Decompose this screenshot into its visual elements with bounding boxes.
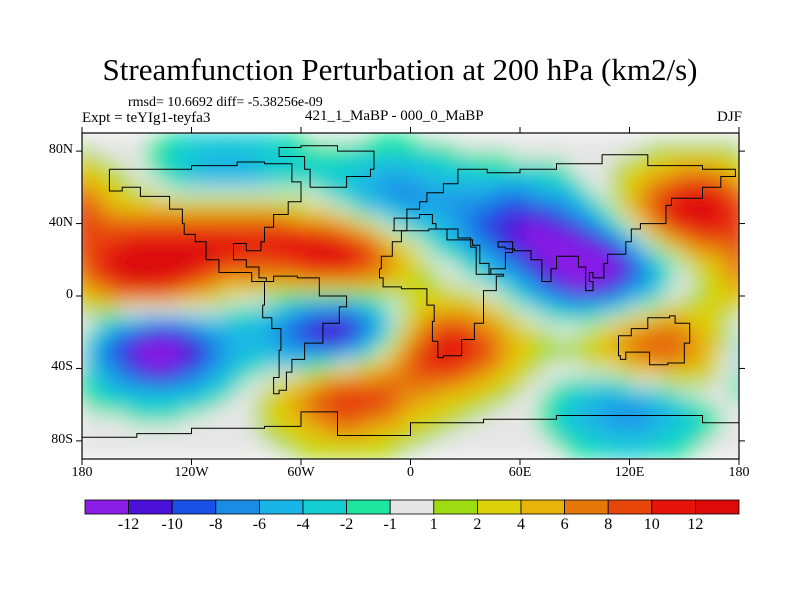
colorbar-swatch: [651, 499, 696, 515]
colorbar: [84, 499, 740, 515]
axis-ticks: [76, 127, 745, 465]
coastline-2: [262, 275, 348, 395]
coastline-6: [82, 411, 739, 438]
colorbar-label: 6: [560, 516, 569, 533]
comparison-label: 421_1_MaBP - 000_0_MaBP: [305, 108, 484, 124]
colorbar-label: -10: [161, 516, 183, 533]
colorbar-label: -8: [209, 516, 223, 533]
colorbar-label: -1: [383, 516, 397, 533]
colorbar-label: 1: [429, 516, 438, 533]
colorbar-swatch: [520, 499, 565, 515]
x-tick-label: 180: [71, 465, 93, 480]
colorbar-swatch: [302, 499, 347, 515]
season-label: DJF: [716, 109, 742, 125]
coastline-4: [379, 228, 505, 359]
colorbar-swatch: [346, 499, 391, 515]
colorbar-swatch: [476, 499, 522, 515]
colorbar-label: 2: [473, 516, 482, 533]
colorbar-label: 10: [643, 516, 660, 533]
y-tick-label: 40N: [48, 214, 73, 230]
y-tick-label: 0: [66, 287, 73, 302]
colorbar-swatch: [607, 499, 653, 515]
colorbar-swatch: [695, 499, 740, 515]
coastline-1: [278, 145, 375, 188]
streamfunction-field: [82, 133, 739, 459]
colorbar-label: -2: [339, 516, 354, 533]
coastline-5: [618, 315, 691, 366]
colorbar-swatch: [171, 499, 217, 515]
x-tick-label: 120W: [174, 465, 209, 480]
y-tick-label: 80S: [51, 431, 73, 447]
colorbar-swatch: [84, 499, 129, 515]
colorbar-label: -12: [117, 516, 140, 533]
coastline-0: [108, 161, 302, 282]
experiment-label: Expt = teYIg1-teyfa3: [82, 110, 211, 126]
stats-label: rmsd= 10.6692 diff= -5.38256e-09: [128, 95, 323, 110]
colorbar-label: 8: [604, 516, 613, 533]
y-tick-label: 40S: [51, 359, 73, 375]
coastline-3: [392, 154, 736, 292]
colorbar-swatch: [258, 499, 304, 515]
x-tick-label: 60W: [287, 465, 315, 480]
colorbar-label: -4: [296, 516, 310, 533]
x-tick-label: 180: [728, 465, 750, 480]
colorbar-swatch: [389, 499, 435, 515]
colorbar-label: -6: [252, 516, 267, 533]
colorbar-label: 4: [517, 516, 525, 533]
colorbar-swatch: [564, 499, 609, 515]
colorbar-swatch: [215, 499, 260, 515]
y-tick-label: 80N: [48, 142, 73, 158]
colorbar-swatch: [433, 499, 478, 515]
colorbar-swatch: [128, 499, 173, 515]
x-tick-label: 0: [407, 465, 414, 480]
colorbar-label: 12: [687, 516, 704, 533]
x-tick-label: 120E: [614, 465, 645, 480]
chart-title: Streamfunction Perturbation at 200 hPa (…: [102, 52, 698, 87]
coastlines: [82, 145, 739, 438]
x-tick-label: 60E: [508, 465, 532, 480]
